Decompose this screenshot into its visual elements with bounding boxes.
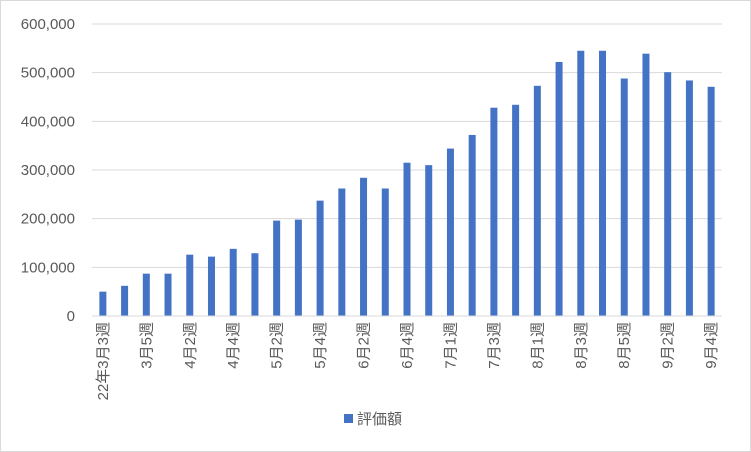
x-tick-label: 4月2週 — [182, 322, 199, 369]
x-axis: 22年3月3週 3月5週 4月2週 4月4週 5月2週 5月4週 6月2週 6月4週 7月1週 7… — [95, 322, 720, 400]
bar — [338, 188, 346, 316]
bar — [360, 177, 368, 316]
legend-label: 評価額 — [357, 411, 402, 428]
legend-swatch — [344, 414, 353, 423]
y-tick-label: 200,000 — [21, 211, 75, 228]
bar — [207, 256, 215, 316]
bar — [599, 50, 607, 317]
bar — [446, 148, 454, 316]
x-tick-label: 6月2週 — [356, 322, 373, 369]
y-tick-label: 400,000 — [21, 113, 75, 130]
x-tick-label: 8月3週 — [573, 322, 590, 369]
x-tick-label: 4月4週 — [225, 322, 242, 369]
bar — [533, 85, 541, 316]
y-tick-label: 0 — [67, 308, 75, 325]
x-tick-label: 7月3週 — [486, 322, 503, 369]
x-tick-label: 8月1週 — [529, 322, 546, 369]
y-tick-label: 600,000 — [21, 16, 75, 33]
bar — [555, 61, 563, 317]
bar — [620, 78, 628, 316]
x-tick-label: 5月2週 — [269, 322, 286, 369]
x-tick-label: 9月2週 — [660, 322, 677, 369]
y-axis: 0 100,000 200,000 300,000 400,000 500,000 600,… — [21, 16, 75, 325]
bar — [425, 165, 433, 316]
y-tick-label: 100,000 — [21, 259, 75, 276]
x-tick-label: 5月4週 — [312, 322, 329, 369]
x-tick-label: 9月4週 — [703, 322, 720, 369]
bar — [403, 162, 411, 316]
x-tick-label: 8月5週 — [616, 322, 633, 369]
bar — [685, 80, 693, 316]
bar — [164, 273, 172, 316]
bar — [642, 53, 650, 316]
bar — [381, 188, 389, 316]
legend: 評価額 — [344, 411, 402, 428]
bar — [294, 219, 302, 316]
x-tick-label: 6月4週 — [399, 322, 416, 369]
bar — [490, 107, 498, 316]
bar — [512, 104, 520, 316]
bar — [121, 285, 129, 316]
x-tick-label: 22年3月3週 — [95, 322, 112, 400]
bar — [186, 254, 194, 316]
series-評価額 — [99, 50, 715, 317]
bar — [142, 273, 150, 316]
bar — [251, 253, 259, 316]
bar — [577, 50, 585, 317]
bar — [99, 291, 107, 316]
bar — [664, 72, 672, 317]
y-tick-label: 500,000 — [21, 65, 75, 82]
bar — [468, 134, 476, 316]
bar — [273, 220, 281, 316]
y-tick-label: 300,000 — [21, 162, 75, 179]
bar — [229, 248, 237, 316]
x-tick-label: 3月5週 — [138, 322, 155, 369]
x-tick-label: 7月1週 — [442, 322, 459, 369]
bar — [707, 86, 715, 316]
bar — [316, 200, 324, 316]
